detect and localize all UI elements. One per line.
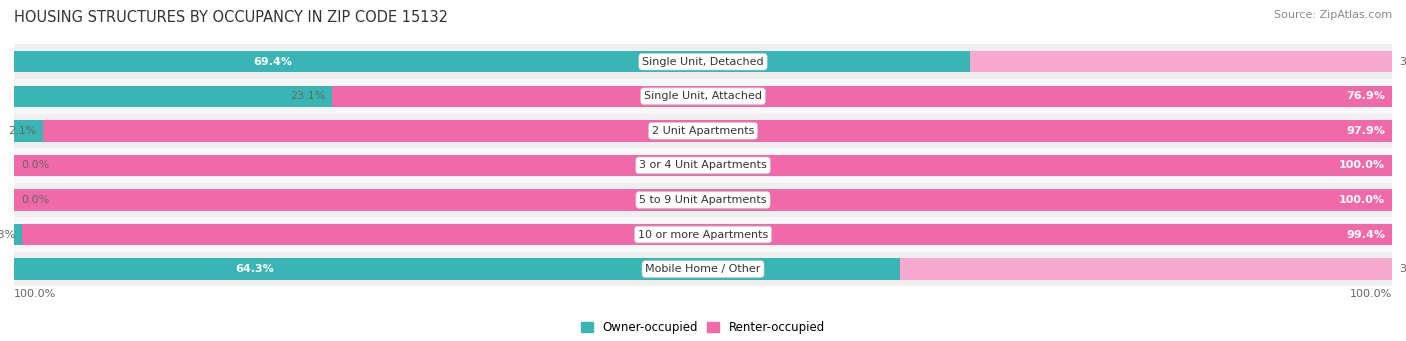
Bar [14, 258, 900, 280]
Bar [14, 224, 22, 245]
Bar [14, 155, 1392, 176]
Text: Single Unit, Attached: Single Unit, Attached [644, 91, 762, 101]
Bar [14, 51, 970, 72]
Bar [44, 120, 1392, 142]
Text: 97.9%: 97.9% [1346, 126, 1385, 136]
Text: 30.6%: 30.6% [1399, 57, 1406, 66]
Text: 5 to 9 Unit Apartments: 5 to 9 Unit Apartments [640, 195, 766, 205]
Bar [14, 183, 1392, 217]
Text: 100.0%: 100.0% [1339, 195, 1385, 205]
Bar [14, 114, 1392, 148]
Text: 35.7%: 35.7% [1399, 264, 1406, 274]
Text: 0.63%: 0.63% [0, 229, 15, 239]
Bar [14, 217, 1392, 252]
Bar [14, 86, 332, 107]
Text: 0.0%: 0.0% [21, 160, 49, 170]
Text: 2.1%: 2.1% [7, 126, 37, 136]
Bar [14, 189, 1392, 211]
Text: 100.0%: 100.0% [14, 289, 56, 299]
Bar [14, 148, 1392, 183]
Text: 10 or more Apartments: 10 or more Apartments [638, 229, 768, 239]
Bar [14, 44, 1392, 79]
Text: 100.0%: 100.0% [1350, 289, 1392, 299]
Text: Mobile Home / Other: Mobile Home / Other [645, 264, 761, 274]
Text: 3 or 4 Unit Apartments: 3 or 4 Unit Apartments [640, 160, 766, 170]
Text: 100.0%: 100.0% [1339, 160, 1385, 170]
Text: 76.9%: 76.9% [1346, 91, 1385, 101]
Text: HOUSING STRUCTURES BY OCCUPANCY IN ZIP CODE 15132: HOUSING STRUCTURES BY OCCUPANCY IN ZIP C… [14, 10, 449, 25]
Bar [14, 120, 44, 142]
Legend: Owner-occupied, Renter-occupied: Owner-occupied, Renter-occupied [576, 316, 830, 339]
Text: 2 Unit Apartments: 2 Unit Apartments [652, 126, 754, 136]
Text: 0.0%: 0.0% [21, 195, 49, 205]
Text: Single Unit, Detached: Single Unit, Detached [643, 57, 763, 66]
Text: 23.1%: 23.1% [290, 91, 325, 101]
Text: 64.3%: 64.3% [236, 264, 274, 274]
Bar [970, 51, 1392, 72]
Bar [22, 224, 1392, 245]
Text: Source: ZipAtlas.com: Source: ZipAtlas.com [1274, 10, 1392, 20]
Text: 69.4%: 69.4% [253, 57, 292, 66]
Bar [14, 79, 1392, 114]
Bar [900, 258, 1392, 280]
Bar [332, 86, 1392, 107]
Bar [14, 252, 1392, 286]
Text: 99.4%: 99.4% [1346, 229, 1385, 239]
